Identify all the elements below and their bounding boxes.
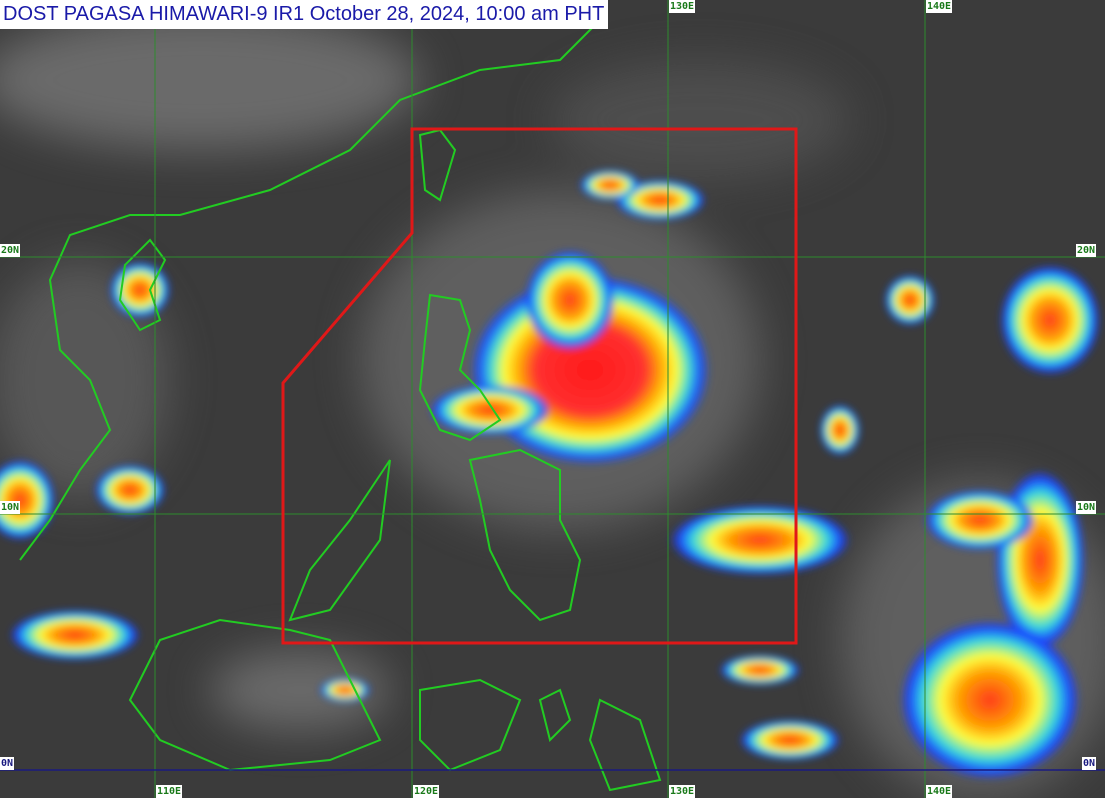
image-title: DOST PAGASA HIMAWARI-9 IR1 October 28, 2… <box>0 0 609 29</box>
lon-label-120e: 120E <box>413 785 440 798</box>
lon-label-140e: 140E <box>926 785 953 798</box>
lat-label-0n-left: 0N <box>0 757 15 770</box>
par-boundary <box>281 127 798 645</box>
lon-label-140e-top: 140E <box>926 0 953 13</box>
lat-label-0n-right: 0N <box>1082 757 1097 770</box>
lat-label-20n-right: 20N <box>1076 244 1097 257</box>
coastlines <box>19 19 662 792</box>
lon-label-130e: 130E <box>669 785 696 798</box>
lon-label-130e-top: 130E <box>669 0 696 13</box>
lat-label-10n-left: 10N <box>0 501 21 514</box>
lon-label-110e: 110E <box>156 785 183 798</box>
lat-label-20n-left: 20N <box>0 244 21 257</box>
lat-label-10n-right: 10N <box>1076 501 1097 514</box>
